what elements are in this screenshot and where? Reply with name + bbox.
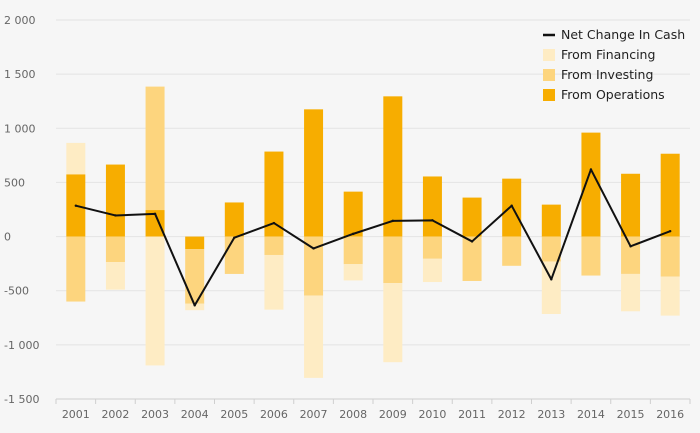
- bar-from-investing-2001: [66, 236, 86, 302]
- y-tick-label: -500: [4, 285, 29, 298]
- x-tick-label: 2010: [418, 408, 446, 421]
- net-change-point-2010: [431, 219, 434, 222]
- x-tick-label: 2001: [62, 408, 90, 421]
- net-change-point-2004: [193, 304, 196, 307]
- legend-swatch: [543, 49, 555, 61]
- net-change-point-2003: [153, 212, 157, 216]
- bar-from-investing-2002: [105, 236, 125, 263]
- bar-from-investing-2010: [422, 236, 442, 259]
- bar-from-operations-2002: [105, 164, 125, 237]
- x-tick-label: 2009: [379, 408, 407, 421]
- x-tick-label: 2016: [656, 408, 684, 421]
- x-tick-label: 2006: [260, 408, 288, 421]
- net-change-point-2005: [233, 236, 236, 239]
- bar-from-investing-2013: [541, 236, 561, 262]
- bar-from-investing-2014: [581, 236, 601, 276]
- net-change-point-2014: [589, 168, 593, 171]
- x-tick-label: 2014: [577, 408, 605, 421]
- bar-from-financing-2002: [105, 262, 125, 290]
- net-change-line: [75, 168, 671, 307]
- bar-from-operations-2004: [185, 236, 205, 250]
- bar-from-financing-2003: [145, 236, 165, 366]
- x-tick-label: 2005: [220, 408, 248, 421]
- x-tick-label: 2015: [617, 408, 645, 421]
- bar-from-financing-2004: [185, 303, 205, 311]
- bar-from-operations-2008: [343, 191, 363, 237]
- bar-from-financing-2006: [264, 254, 284, 310]
- legend-label: Net Change In Cash: [561, 27, 685, 42]
- bar-from-operations-2009: [383, 96, 403, 237]
- bar-from-financing-2016: [660, 276, 680, 316]
- x-tick-label: 2008: [339, 408, 367, 421]
- bar-from-operations-2006: [264, 151, 284, 237]
- net-change-point-2007: [312, 247, 315, 250]
- bar-from-financing-2009: [383, 283, 403, 363]
- legend-label: From Investing: [561, 67, 653, 82]
- x-tick-label: 2002: [101, 408, 129, 421]
- bar-from-investing-2004: [185, 249, 205, 304]
- bar-from-operations-2003: [145, 210, 165, 237]
- bar-from-financing-2008: [343, 264, 363, 281]
- bar-from-financing-2015: [621, 273, 641, 312]
- bar-from-operations-2014: [581, 132, 601, 237]
- net-change-point-2008: [351, 232, 355, 236]
- bar-from-investing-2016: [660, 236, 680, 277]
- x-tick-label: 2004: [181, 408, 209, 421]
- x-tick-label: 2003: [141, 408, 169, 421]
- net-change-point-2002: [114, 214, 117, 217]
- bar-from-financing-2007: [304, 295, 324, 378]
- bar-from-operations-2007: [304, 109, 324, 237]
- bar-from-investing-2008: [343, 236, 363, 265]
- legend-label: From Financing: [561, 47, 655, 62]
- bar-from-operations-2013: [541, 204, 561, 237]
- legend-swatch: [543, 69, 555, 81]
- x-tick-label: 2013: [537, 408, 565, 421]
- bar-from-operations-2016: [660, 153, 680, 237]
- net-change-point-2011: [470, 240, 474, 243]
- net-change-point-2012: [510, 204, 513, 207]
- bar-from-investing-2003: [145, 86, 165, 211]
- bar-from-operations-2005: [224, 202, 244, 237]
- x-tick-label: 2007: [300, 408, 328, 421]
- y-tick-label: -1 500: [4, 393, 39, 406]
- x-tick-label: 2011: [458, 408, 486, 421]
- bar-from-investing-2012: [502, 236, 522, 266]
- bar-from-investing-2011: [462, 236, 482, 281]
- bar-from-operations-2015: [621, 173, 641, 237]
- bar-from-investing-2006: [264, 236, 284, 255]
- y-tick-label: 0: [4, 231, 11, 244]
- bar-from-operations-2010: [422, 176, 442, 237]
- x-tick-label: 2012: [498, 408, 526, 421]
- bar-from-financing-2013: [541, 261, 561, 314]
- net-change-point-2013: [550, 278, 553, 281]
- legend-label: From Operations: [561, 87, 665, 102]
- net-change-point-2016: [668, 229, 672, 233]
- y-tick-label: 1 000: [4, 122, 36, 135]
- bar-from-financing-2001: [66, 142, 86, 175]
- bar-from-investing-2015: [621, 236, 641, 274]
- net-change-point-2015: [629, 245, 632, 248]
- bar-from-investing-2005: [224, 236, 244, 274]
- y-tick-label: 1 500: [4, 68, 36, 81]
- net-change-point-2006: [272, 221, 276, 225]
- net-change-point-2009: [391, 219, 395, 223]
- bar-from-operations-2011: [462, 197, 482, 237]
- y-tick-label: 2 000: [4, 14, 36, 27]
- legend-swatch: [543, 89, 555, 101]
- bar-from-financing-2010: [422, 258, 442, 283]
- bar-from-investing-2007: [304, 236, 324, 296]
- net-change-point-2001: [74, 204, 78, 207]
- y-tick-label: 500: [4, 176, 25, 189]
- bar-from-investing-2009: [383, 236, 403, 284]
- y-tick-label: -1 000: [4, 339, 39, 352]
